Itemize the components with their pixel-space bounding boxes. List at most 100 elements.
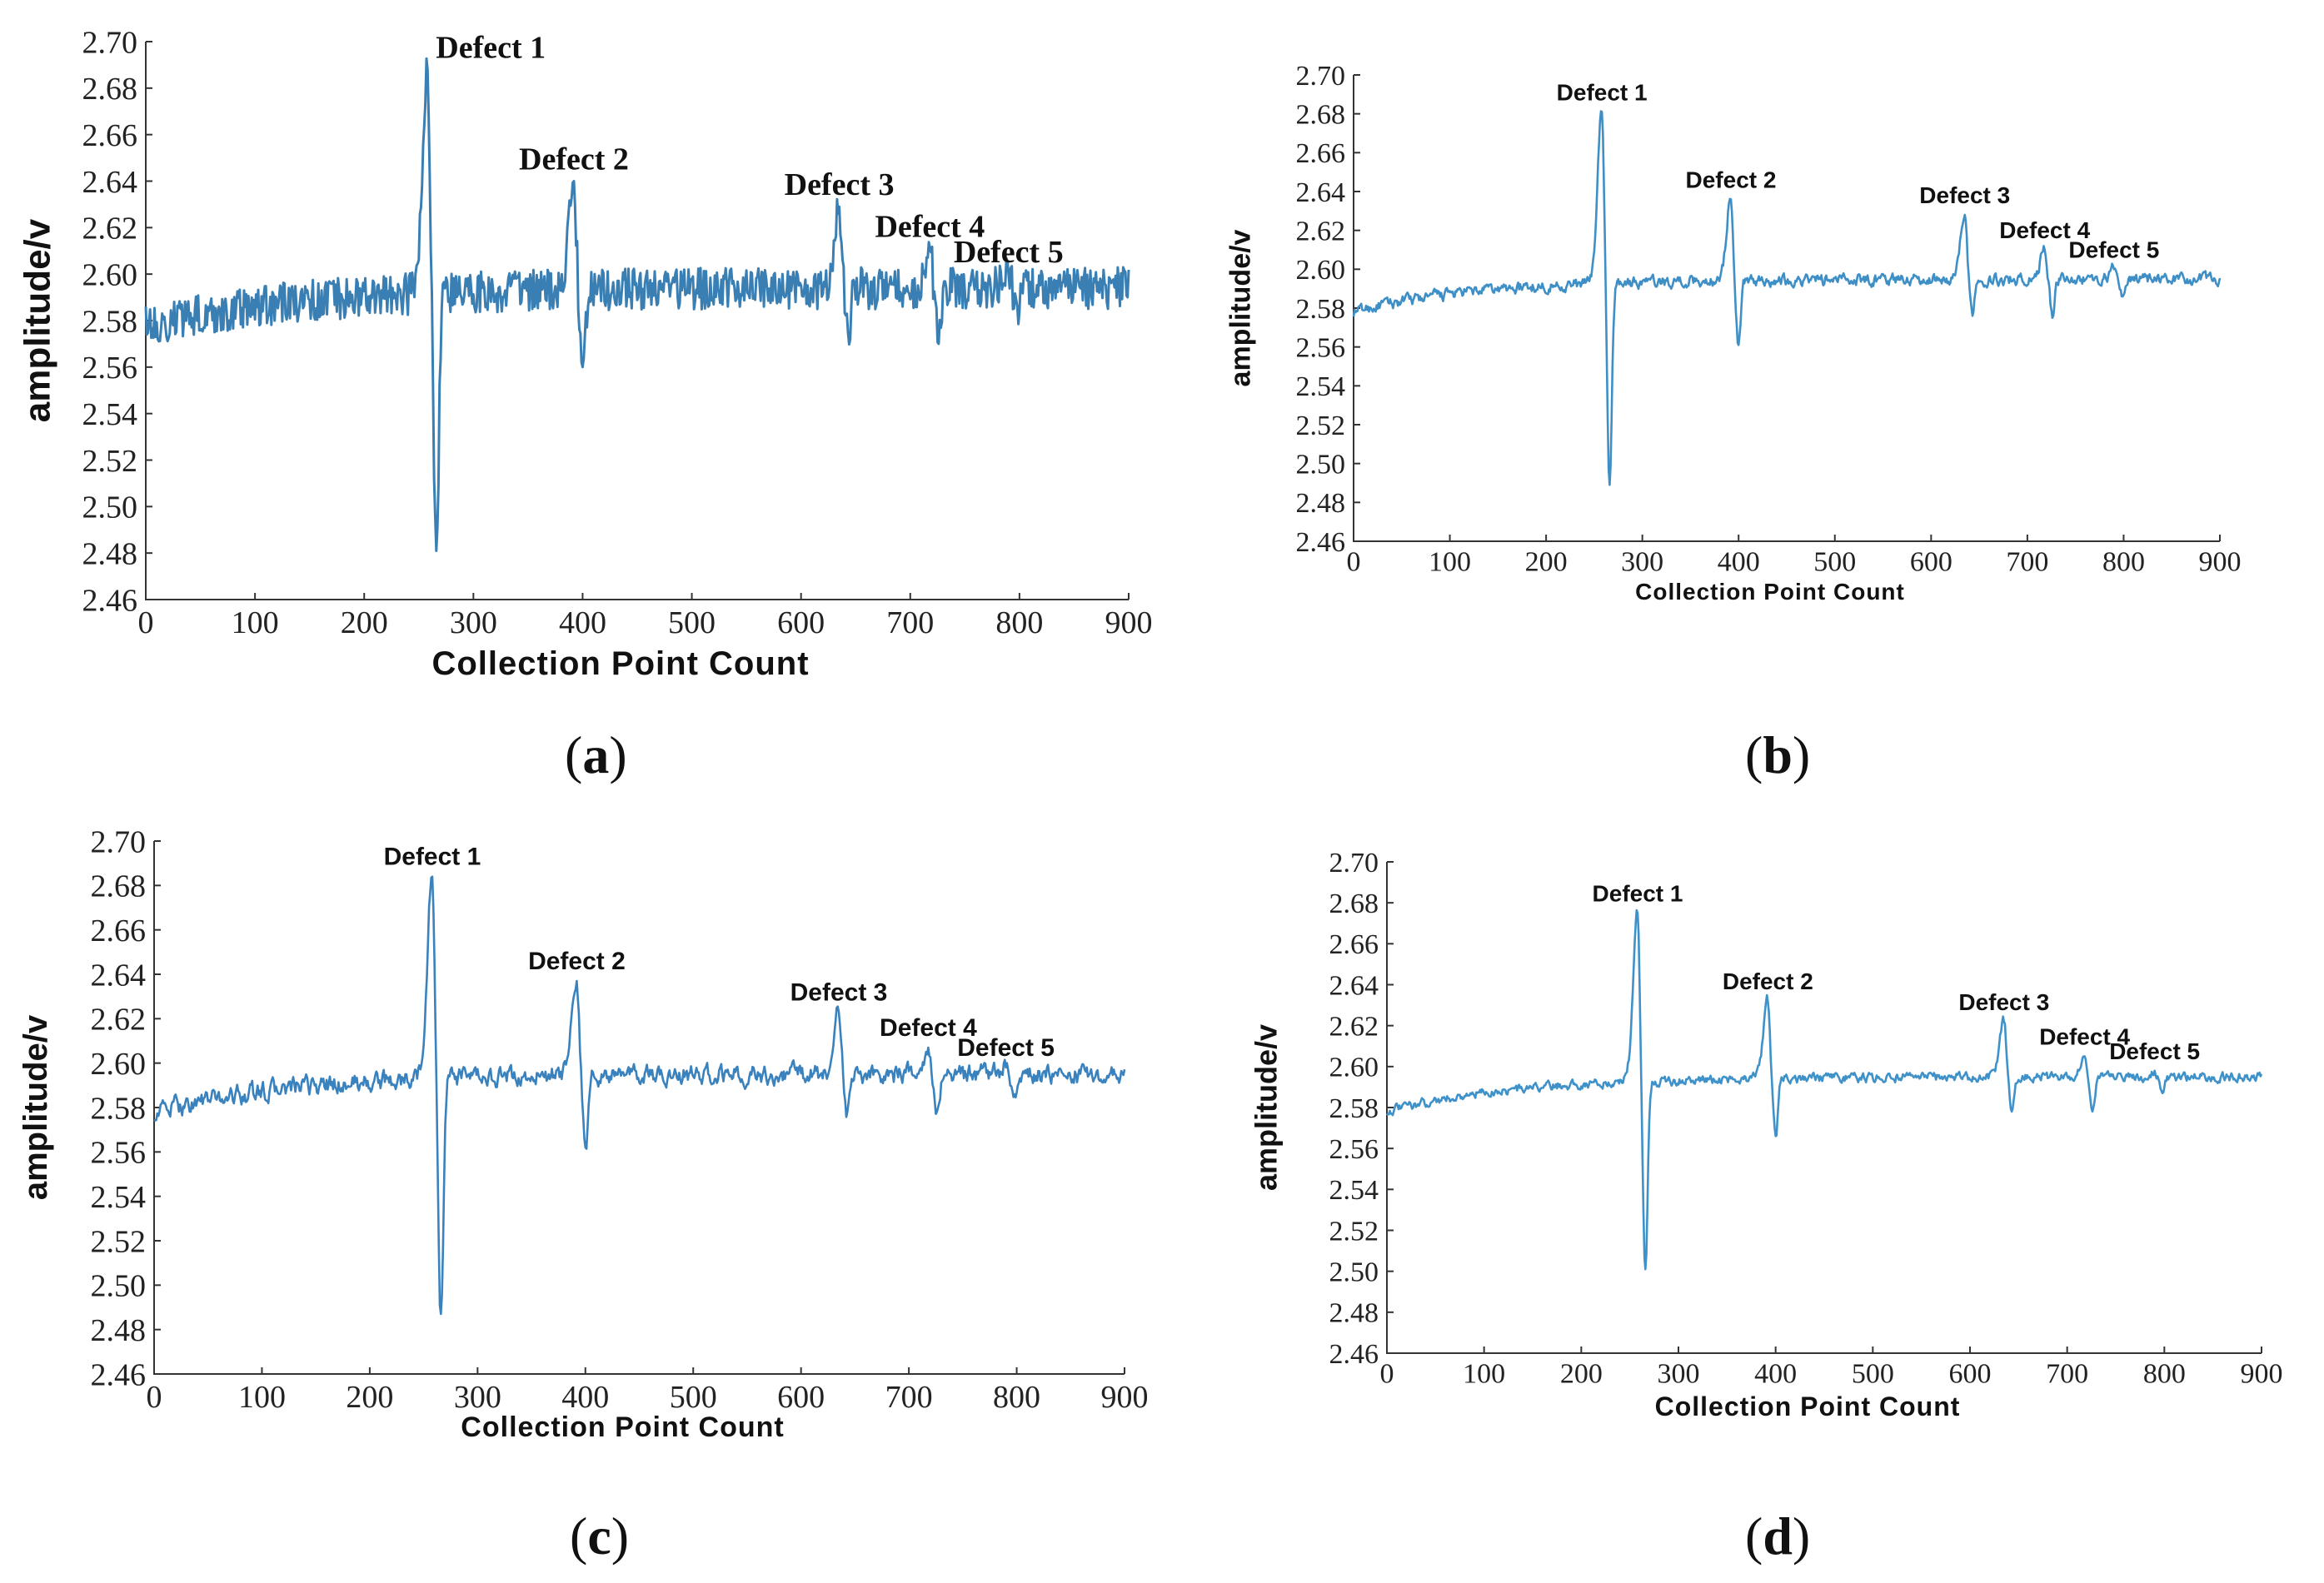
x-tick-label: 100	[1463, 1359, 1505, 1390]
x-tick-label: 300	[450, 605, 497, 640]
x-tick-label: 100	[1429, 547, 1471, 578]
y-tick-label: 2.58	[1296, 294, 1346, 325]
defect-label: Defect 4	[875, 209, 985, 244]
x-tick-label: 400	[1754, 1359, 1797, 1390]
y-tick-label: 2.64	[91, 958, 147, 993]
x-tick-label: 400	[1718, 547, 1760, 578]
y-tick-label: 2.58	[82, 304, 138, 339]
defect-label: Defect 2	[1686, 167, 1777, 192]
y-tick-label: 2.60	[91, 1047, 147, 1082]
y-tick-label: 2.46	[91, 1357, 147, 1392]
y-tick-label: 2.66	[91, 913, 147, 948]
y-tick-label: 2.46	[82, 583, 138, 618]
x-tick-label: 400	[561, 1380, 609, 1415]
x-axis-label: Collection Point Count	[1655, 1391, 1961, 1421]
y-tick-label: 2.64	[82, 165, 138, 200]
defect-label: Defect 4	[2039, 1024, 2130, 1050]
y-axis-label: amplitude/v	[17, 1014, 54, 1200]
defect-label: Defect 4	[880, 1014, 977, 1042]
x-tick-label: 900	[1101, 1380, 1149, 1415]
defect-label: Defect 1	[1593, 880, 1683, 906]
x-tick-label: 900	[1105, 605, 1153, 640]
x-tick-label: 700	[886, 605, 934, 640]
x-tick-label: 700	[885, 1380, 933, 1415]
y-tick-label: 2.56	[1329, 1134, 1379, 1165]
y-tick-label: 2.52	[1296, 411, 1346, 441]
axis-lines	[145, 42, 1129, 600]
y-tick-label: 2.54	[1329, 1175, 1379, 1206]
x-tick-label: 600	[1949, 1359, 1992, 1390]
x-tick-label: 500	[668, 605, 716, 640]
y-tick-label: 2.60	[1329, 1053, 1379, 1083]
x-tick-label: 300	[1621, 547, 1663, 578]
defect-label: Defect 3	[790, 978, 888, 1006]
defect-label: Defect 2	[528, 948, 626, 975]
y-tick-label: 2.50	[91, 1269, 147, 1304]
chart-svg-d: 2.46 2.48 2.50 2.52 2.54 2.56 2.58 2.60 2.62 2.64…	[1249, 848, 2283, 1421]
y-tick-label: 2.58	[91, 1091, 147, 1126]
y-axis-label: amplitude/v	[1249, 1024, 1283, 1191]
x-tick-label: 200	[341, 605, 388, 640]
defect-label: Defect 3	[785, 167, 895, 202]
y-tick-label: 2.52	[82, 444, 138, 479]
x-tick-label: 0	[147, 1380, 162, 1415]
x-tick-label: 200	[346, 1380, 393, 1415]
y-tick-label: 2.50	[1296, 450, 1346, 480]
x-tick-label: 100	[232, 605, 279, 640]
x-tick-label: 0	[1347, 547, 1361, 578]
y-tick-label: 2.48	[1329, 1298, 1379, 1329]
x-axis-label: Collection Point Count	[461, 1411, 784, 1443]
y-axis-label: amplitude/v	[1225, 229, 1257, 386]
caption-c: (c)	[570, 1506, 630, 1566]
caption-a: (a)	[565, 725, 627, 784]
y-tick-label: 2.54	[82, 397, 138, 432]
x-tick-label: 800	[993, 1380, 1040, 1415]
y-tick-label: 2.60	[1296, 255, 1346, 286]
x-tick-label: 800	[2143, 1359, 2186, 1390]
y-tick-label: 2.48	[1296, 488, 1346, 519]
y-tick-label: 2.58	[1329, 1093, 1379, 1124]
defect-label: Defect 2	[1723, 968, 1813, 994]
series-line	[144, 57, 1130, 552]
y-tick-label: 2.48	[82, 536, 138, 571]
y-tick-label: 2.60	[82, 257, 138, 292]
y-tick-label: 2.66	[82, 118, 138, 153]
defect-label: Defect 5	[957, 1034, 1055, 1062]
x-tick-label: 900	[2199, 547, 2242, 578]
x-tick-label: 700	[2046, 1359, 2088, 1390]
axis-lines	[153, 841, 1125, 1375]
x-tick-label: 900	[2241, 1359, 2283, 1390]
defect-label: Defect 3	[1958, 989, 2049, 1015]
x-axis-label: Collection Point Count	[1635, 579, 1905, 605]
x-tick-label: 600	[1910, 547, 1952, 578]
x-tick-label: 600	[777, 605, 825, 640]
defect-label: Defect 5	[2068, 236, 2159, 262]
x-tick-label: 600	[777, 1380, 825, 1415]
defect-label: Defect 1	[384, 844, 481, 871]
y-tick-label: 2.52	[1329, 1216, 1379, 1247]
y-tick-label: 2.46	[1296, 527, 1346, 558]
y-tick-label: 2.56	[1296, 333, 1346, 364]
y-tick-label: 2.70	[91, 824, 147, 859]
x-axis-label: Collection Point Count	[431, 645, 809, 682]
y-tick-label: 2.68	[82, 72, 138, 107]
y-tick-label: 2.62	[91, 1003, 147, 1038]
y-tick-label: 2.52	[91, 1224, 147, 1259]
defect-label: Defect 5	[954, 235, 1064, 270]
defect-label: Defect 4	[1999, 217, 2090, 243]
x-tick-label: 200	[1525, 547, 1568, 578]
y-tick-label: 2.50	[1329, 1257, 1379, 1288]
x-tick-label: 500	[670, 1380, 717, 1415]
x-tick-label: 800	[995, 605, 1043, 640]
y-tick-label: 2.48	[91, 1313, 147, 1348]
caption-d: (d)	[1745, 1506, 1811, 1566]
x-tick-label: 800	[2102, 547, 2145, 578]
x-tick-label: 500	[1852, 1359, 1894, 1390]
y-tick-label: 2.50	[82, 490, 138, 525]
y-axis-label: amplitude/v	[17, 218, 58, 422]
y-tick-label: 2.62	[1296, 217, 1346, 247]
y-tick-label: 2.54	[1296, 371, 1346, 402]
axis-lines	[1353, 75, 2220, 542]
y-tick-label: 2.66	[1329, 929, 1379, 960]
y-tick-label: 2.56	[91, 1136, 147, 1171]
